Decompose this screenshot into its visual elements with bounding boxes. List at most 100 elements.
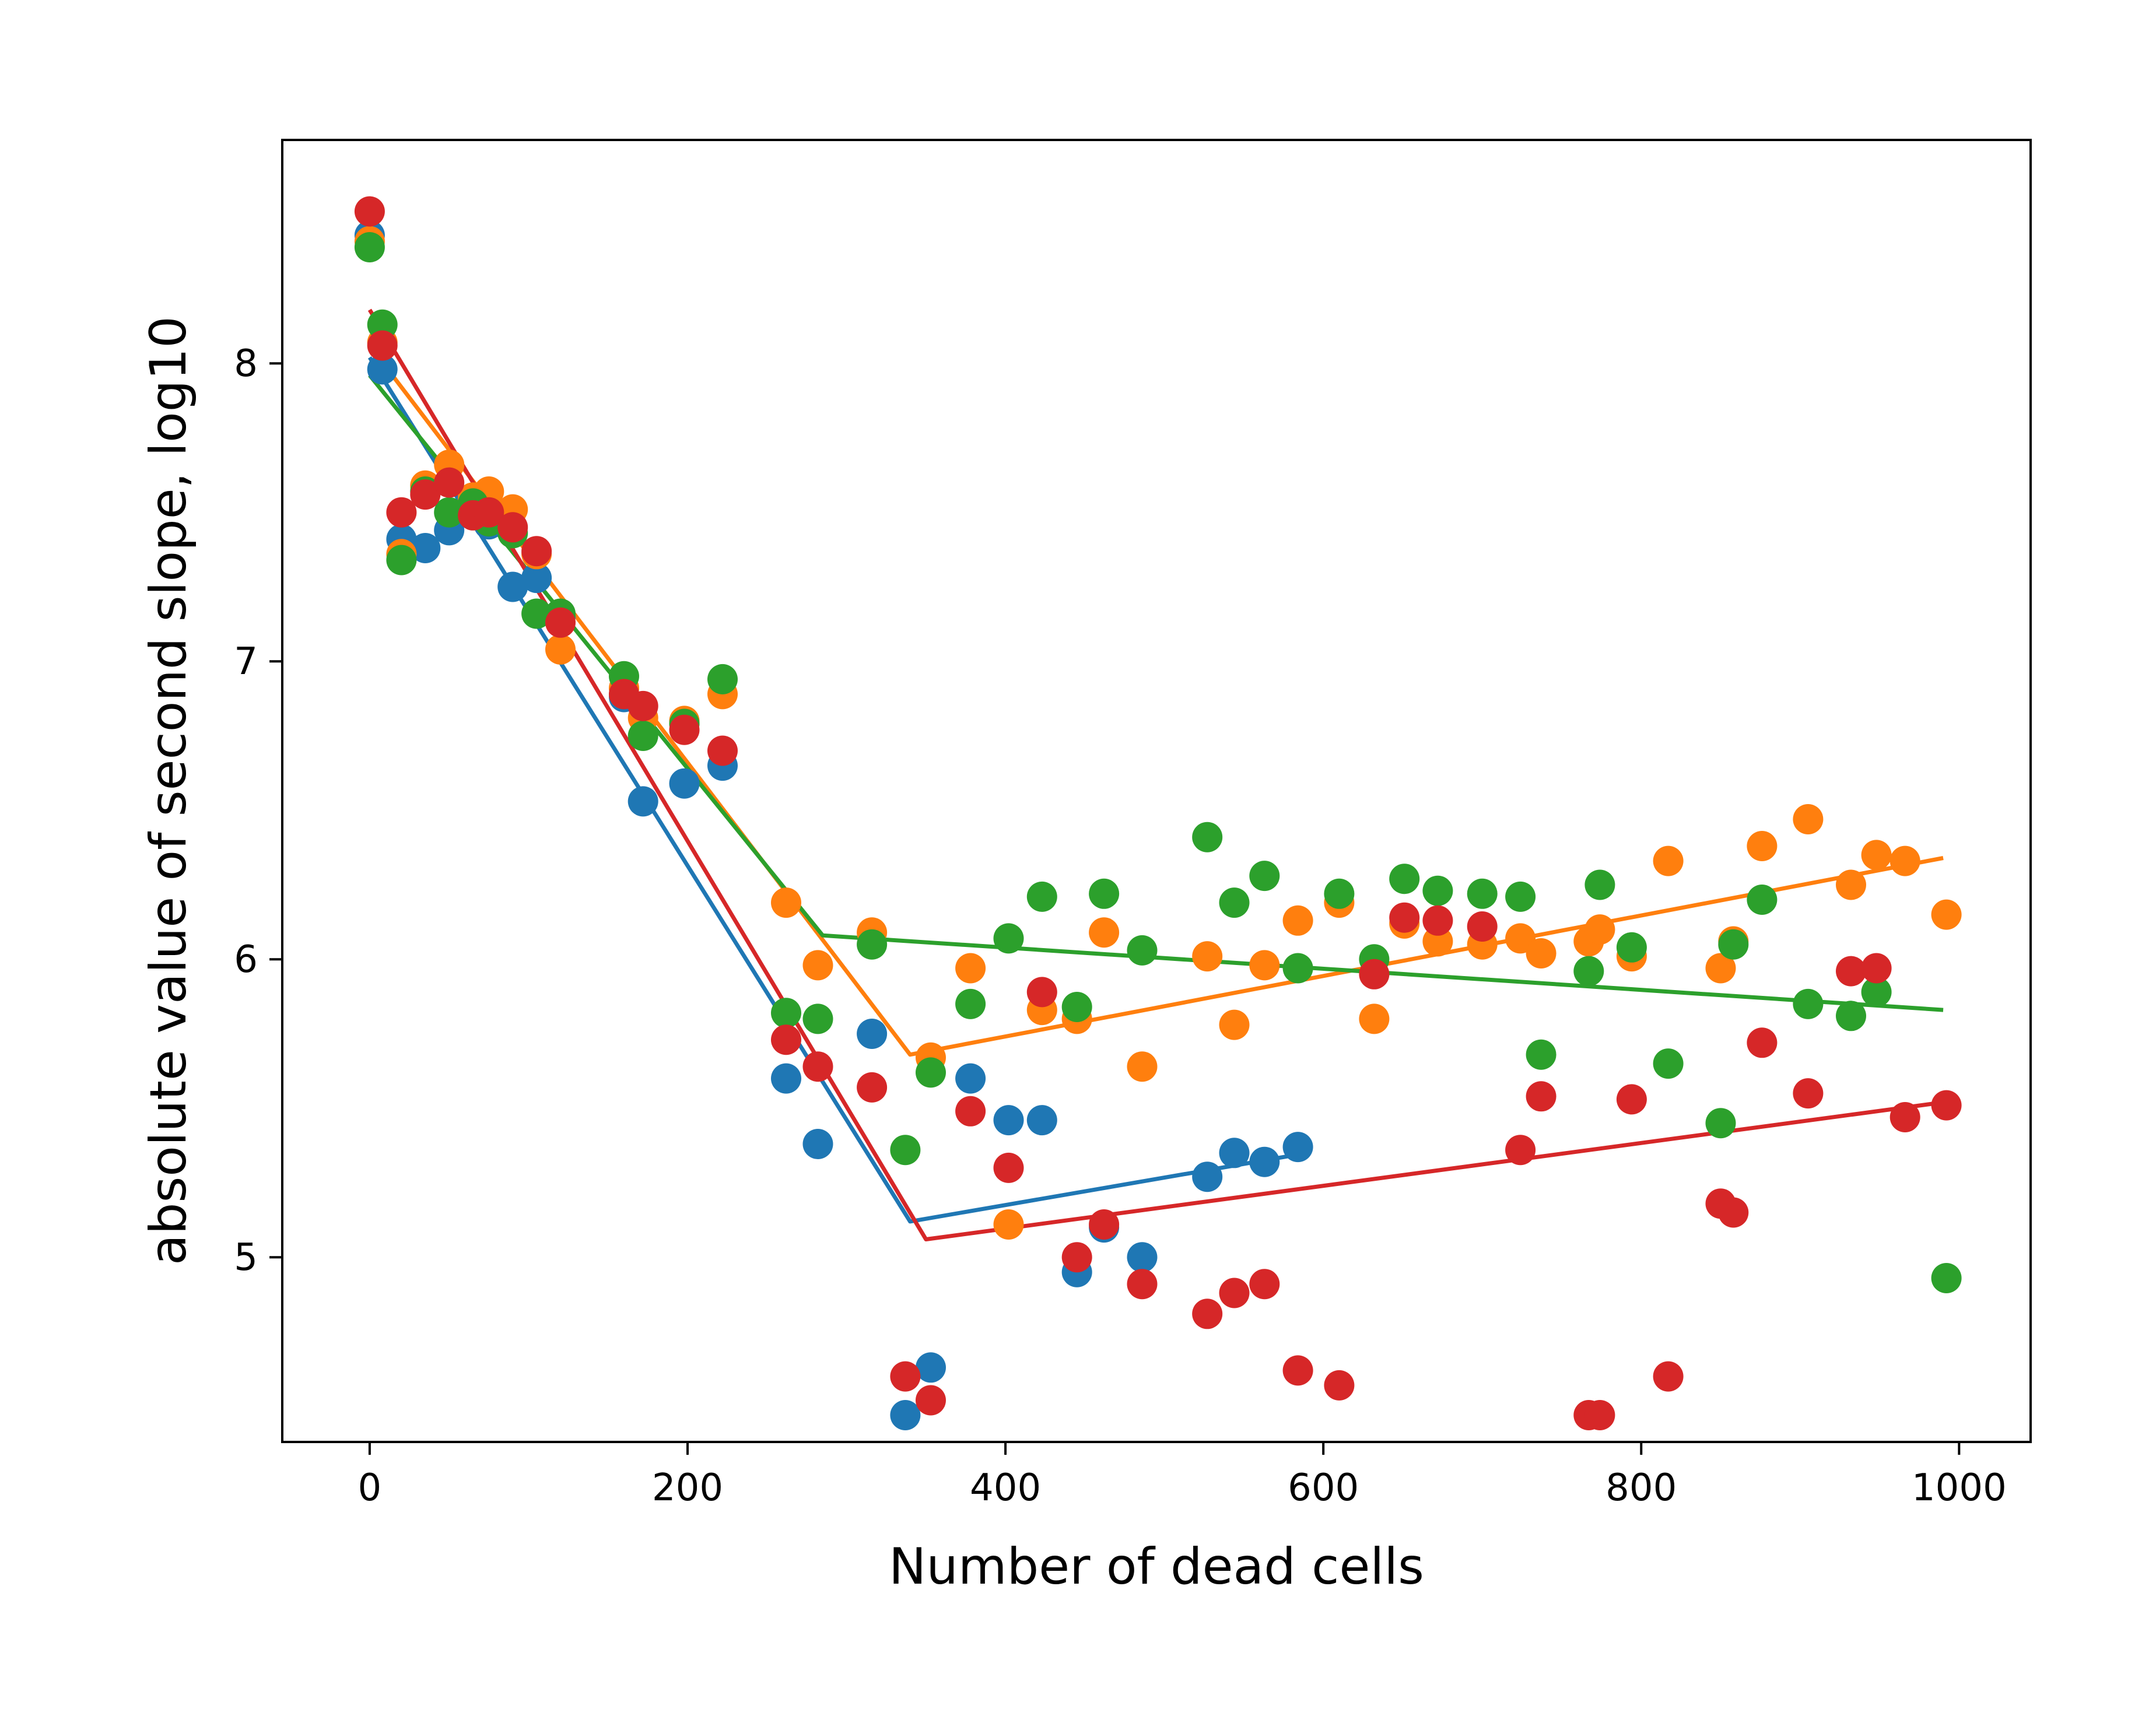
data-point-series-4-42 [1718,1197,1749,1228]
x-tick-label-800: 800 [1605,1466,1677,1510]
data-point-series-2-45 [1861,840,1892,871]
y-tick-label-8: 8 [234,342,258,385]
data-point-series-4-20 [955,1096,986,1127]
data-point-series-2-37 [1584,914,1615,945]
data-point-series-4-5 [434,467,465,498]
data-point-series-2-47 [1931,899,1962,930]
data-point-series-4-17 [857,1072,888,1103]
data-point-series-4-12 [627,690,658,721]
data-point-series-4-13 [669,714,700,745]
data-point-series-4-47 [1889,1102,1920,1132]
data-point-series-2-25 [1192,941,1223,972]
data-point-series-1-8 [497,571,528,602]
data-point-series-2-39 [1653,845,1684,876]
data-point-series-3-18 [890,1135,921,1166]
scatter-points [354,196,1962,1430]
data-point-series-3-29 [1282,953,1313,984]
data-point-series-2-28 [1282,905,1313,936]
data-point-series-3-5 [434,497,465,528]
data-point-series-1-28 [1249,1146,1280,1177]
data-point-series-1-21 [993,1105,1024,1136]
data-point-series-4-15 [771,1024,801,1055]
x-tick-label-1000: 1000 [1912,1466,2007,1510]
data-point-series-4-40 [1653,1361,1684,1392]
data-point-series-1-25 [1127,1242,1158,1273]
data-point-series-2-16 [802,950,833,981]
data-point-series-3-39 [1616,932,1647,963]
x-tick-label-400: 400 [970,1466,1041,1510]
data-point-series-3-27 [1219,887,1250,918]
data-point-series-3-34 [1467,878,1498,909]
data-point-series-3-32 [1389,864,1420,894]
data-point-series-4-7 [474,497,504,528]
y-tick-label-5: 5 [234,1236,258,1279]
data-point-series-3-12 [627,721,658,751]
data-point-series-4-18 [890,1361,921,1392]
data-point-series-1-13 [669,768,700,799]
data-point-series-1-17 [857,1019,888,1049]
data-point-series-3-21 [993,923,1024,954]
data-point-series-1-19 [916,1352,946,1383]
data-point-series-2-20 [993,1209,1024,1240]
data-point-series-3-25 [1127,935,1158,966]
data-point-series-4-10 [545,607,576,638]
data-point-series-3-37 [1573,956,1604,987]
data-point-series-3-46 [1861,977,1892,1008]
data-point-series-2-43 [1793,804,1824,834]
y-axis: 5 6 7 8 [234,342,282,1279]
data-point-series-3-9 [521,598,552,629]
data-point-series-3-30 [1324,878,1355,909]
data-point-series-4-28 [1249,1269,1280,1300]
data-point-series-3-19 [916,1057,946,1088]
data-point-series-3-44 [1793,988,1824,1019]
data-point-series-4-24 [1089,1209,1120,1240]
data-point-series-3-20 [955,988,986,1019]
data-point-series-3-2 [367,309,398,340]
data-point-series-1-16 [802,1129,833,1159]
data-point-series-3-43 [1747,885,1778,915]
data-point-series-4-1 [354,196,385,227]
data-point-series-1-27 [1219,1138,1250,1168]
data-point-series-4-9 [521,536,552,567]
data-point-series-1-9 [521,563,552,594]
data-point-series-2-30 [1359,1003,1390,1034]
data-point-series-1-18 [890,1400,921,1430]
data-point-series-1-15 [771,1063,801,1094]
data-point-series-1-26 [1192,1161,1223,1192]
data-point-series-4-4 [410,479,441,510]
data-point-series-2-15 [771,887,801,918]
data-point-series-2-42 [1747,831,1778,861]
data-point-series-3-3 [386,545,417,576]
data-point-series-3-14 [707,664,738,694]
data-point-series-1-29 [1282,1132,1313,1163]
data-point-series-3-17 [857,929,888,960]
data-point-series-3-36 [1526,1039,1556,1070]
x-axis-label: Number of dead cells [889,1538,1424,1596]
data-point-series-4-2 [367,330,398,361]
data-point-series-4-35 [1505,1135,1536,1166]
data-point-series-3-1 [354,232,385,262]
data-point-series-4-34 [1467,911,1498,942]
data-point-series-4-19 [916,1385,946,1416]
data-point-series-2-23 [1089,917,1120,948]
plot-frame [281,139,2032,1443]
data-point-series-3-23 [1061,992,1092,1022]
data-point-series-2-44 [1836,869,1866,900]
data-point-series-4-30 [1324,1370,1355,1401]
data-point-series-4-23 [1061,1242,1092,1273]
data-point-series-3-38 [1584,869,1615,900]
data-point-series-3-45 [1836,1001,1866,1031]
y-axis-label: absolute value of second slope, log10 [139,316,198,1265]
data-point-series-2-46 [1889,845,1920,876]
data-point-series-3-16 [802,1003,833,1034]
data-point-series-4-46 [1861,953,1892,984]
y-tick-label-6: 6 [234,938,258,981]
data-point-series-3-33 [1422,875,1453,906]
data-point-series-4-48 [1931,1090,1962,1121]
data-point-series-4-29 [1282,1355,1313,1386]
data-point-series-2-26 [1219,1009,1250,1040]
x-tick-label-600: 600 [1288,1466,1359,1510]
data-point-series-3-26 [1192,822,1223,852]
data-point-series-4-31 [1359,959,1390,989]
